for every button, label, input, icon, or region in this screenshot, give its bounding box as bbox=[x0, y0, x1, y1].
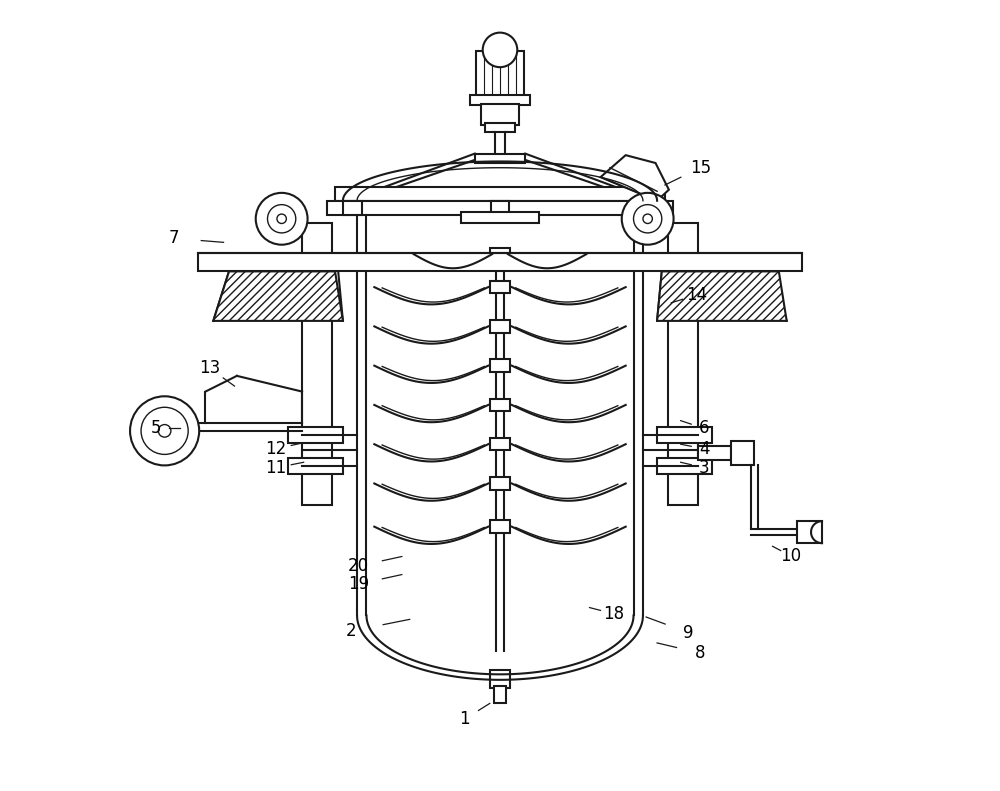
Text: 12: 12 bbox=[266, 440, 287, 458]
Bar bbox=[490, 359, 510, 372]
Circle shape bbox=[643, 214, 652, 224]
Polygon shape bbox=[601, 155, 669, 201]
Bar bbox=[485, 123, 515, 132]
Bar bbox=[490, 520, 510, 533]
Bar bbox=[490, 438, 510, 451]
Circle shape bbox=[483, 32, 517, 67]
Circle shape bbox=[256, 193, 308, 244]
Bar bbox=[698, 446, 731, 460]
Bar bbox=[490, 477, 510, 490]
Bar bbox=[335, 187, 665, 201]
Polygon shape bbox=[657, 271, 787, 321]
Bar bbox=[490, 320, 510, 333]
Circle shape bbox=[634, 205, 662, 233]
Circle shape bbox=[141, 407, 188, 454]
Text: 9: 9 bbox=[683, 624, 694, 642]
Bar bbox=[198, 252, 802, 271]
Text: 1: 1 bbox=[459, 710, 470, 728]
Text: 15: 15 bbox=[690, 159, 711, 176]
Bar bbox=[327, 201, 673, 215]
Circle shape bbox=[622, 193, 674, 244]
Text: 3: 3 bbox=[699, 459, 710, 477]
Text: 6: 6 bbox=[699, 419, 709, 437]
Bar bbox=[635, 201, 654, 215]
Circle shape bbox=[277, 214, 286, 224]
Bar bbox=[657, 458, 712, 474]
Bar bbox=[491, 201, 509, 215]
Text: 7: 7 bbox=[169, 229, 179, 248]
Bar bbox=[476, 51, 524, 97]
Text: 20: 20 bbox=[348, 557, 369, 575]
Bar bbox=[288, 458, 343, 474]
Text: 18: 18 bbox=[603, 605, 624, 623]
Bar bbox=[343, 201, 362, 215]
Bar bbox=[490, 248, 510, 260]
Polygon shape bbox=[213, 271, 343, 321]
Circle shape bbox=[158, 425, 171, 437]
Bar bbox=[481, 104, 519, 124]
Bar bbox=[731, 441, 754, 464]
Bar bbox=[494, 686, 506, 703]
Text: 2: 2 bbox=[345, 623, 356, 640]
Text: 13: 13 bbox=[199, 359, 220, 377]
Text: 4: 4 bbox=[699, 440, 709, 458]
Text: 5: 5 bbox=[151, 419, 161, 437]
Bar bbox=[288, 427, 343, 443]
Text: 19: 19 bbox=[348, 575, 369, 593]
Text: 8: 8 bbox=[695, 644, 706, 662]
Circle shape bbox=[130, 396, 199, 465]
Bar bbox=[461, 212, 539, 223]
Text: 14: 14 bbox=[686, 286, 707, 304]
Bar bbox=[797, 521, 822, 543]
Bar bbox=[470, 96, 530, 105]
Bar bbox=[490, 399, 510, 411]
Text: 10: 10 bbox=[780, 547, 801, 565]
Bar bbox=[490, 671, 510, 687]
Bar bbox=[475, 153, 525, 163]
Bar bbox=[302, 223, 332, 505]
Bar bbox=[657, 427, 712, 443]
Bar bbox=[668, 223, 698, 505]
Bar bbox=[490, 281, 510, 293]
Text: 11: 11 bbox=[266, 459, 287, 477]
Circle shape bbox=[268, 205, 296, 233]
